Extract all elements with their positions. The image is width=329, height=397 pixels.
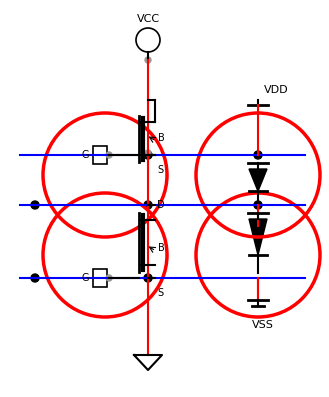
- Circle shape: [254, 151, 262, 159]
- Text: S: S: [157, 288, 163, 298]
- Circle shape: [107, 276, 112, 281]
- Polygon shape: [249, 219, 267, 255]
- Bar: [93, 269, 107, 287]
- Circle shape: [106, 275, 112, 281]
- Polygon shape: [249, 169, 267, 191]
- Text: G: G: [82, 150, 89, 160]
- Circle shape: [144, 201, 152, 209]
- Text: G: G: [82, 273, 89, 283]
- Text: B: B: [158, 133, 165, 143]
- Text: VCC: VCC: [137, 14, 160, 24]
- Text: D: D: [157, 200, 164, 210]
- Bar: [93, 146, 107, 164]
- Circle shape: [144, 151, 152, 159]
- Circle shape: [107, 152, 112, 158]
- Circle shape: [145, 57, 151, 63]
- Circle shape: [144, 274, 152, 282]
- Circle shape: [145, 150, 151, 156]
- Text: VSS: VSS: [252, 320, 274, 330]
- Text: B: B: [158, 243, 165, 253]
- Text: VDD: VDD: [264, 85, 288, 95]
- Circle shape: [31, 201, 39, 209]
- Text: S: S: [157, 165, 163, 175]
- Circle shape: [31, 274, 39, 282]
- Circle shape: [254, 201, 262, 209]
